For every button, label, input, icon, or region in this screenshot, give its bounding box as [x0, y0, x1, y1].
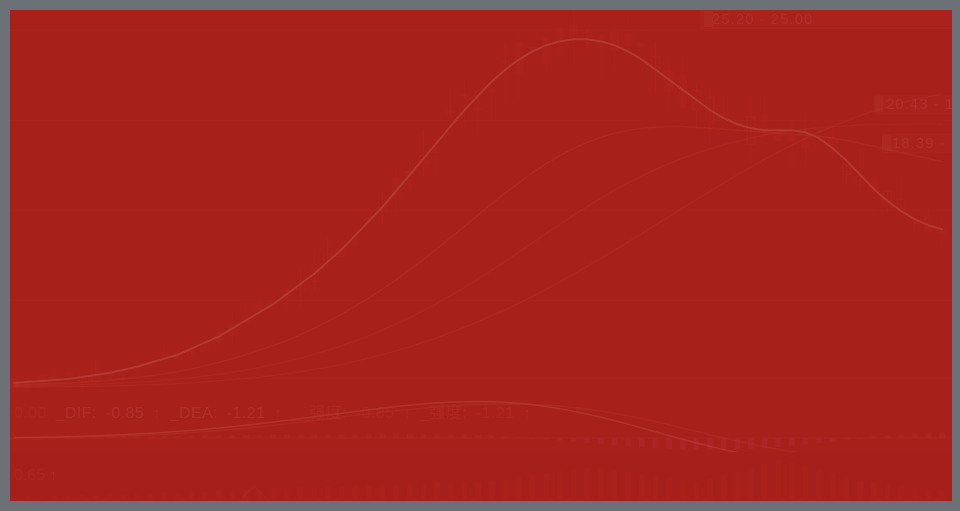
- macd-strength-arrow-2-icon: ↑: [523, 405, 532, 422]
- price-tag-marker-1839: [882, 135, 891, 151]
- price-tag-1839[interactable]: 18.39 - 1: [892, 135, 952, 152]
- price-chart-canvas: [10, 10, 947, 399]
- macd-dea-arrow-icon: ↑: [274, 405, 283, 422]
- macd-dea-value: -1.21: [226, 405, 266, 422]
- macd-indicator-legend: 0.00 _DIF: -0.85 ↑ _DEA: -1.21 ↑ __强度: -…: [14, 399, 535, 423]
- macd-zero-value: 0.00: [14, 405, 47, 422]
- volume-value: 0.65: [14, 467, 46, 484]
- price-tag-2043[interactable]: 20.43 - 19: [886, 96, 952, 113]
- macd-strength-value-2: -1.21: [475, 405, 515, 422]
- volume-indicator-legend: 0.65 ↑: [14, 467, 57, 485]
- macd-dif-value: -0.85: [105, 405, 145, 422]
- macd-strength-arrow-1-icon: ↑: [403, 405, 412, 422]
- volume-arrow-icon: ↑: [49, 467, 58, 484]
- volume-chart-canvas: [10, 459, 946, 499]
- price-tag-marker-25: [704, 11, 713, 27]
- macd-strength-label-1: __强度:: [290, 405, 348, 422]
- price-tag-25[interactable]: 25.20 - 25.00: [712, 11, 814, 28]
- volume-panel[interactable]: [10, 452, 952, 501]
- macd-strength-label-2: _强度:: [420, 405, 468, 422]
- price-tag-marker-2043: [874, 96, 883, 112]
- macd-strength-value-1: -0.85: [356, 405, 395, 422]
- chart-window[interactable]: 25.20 - 25.00 20.43 - 19 18.39 - 1 0.00 …: [10, 10, 952, 501]
- macd-dif-arrow-icon: ↑: [152, 405, 161, 422]
- price-panel[interactable]: [10, 10, 952, 399]
- macd-dea-label: _DEA:: [169, 405, 218, 422]
- macd-dif-label: _DIF:: [55, 405, 97, 422]
